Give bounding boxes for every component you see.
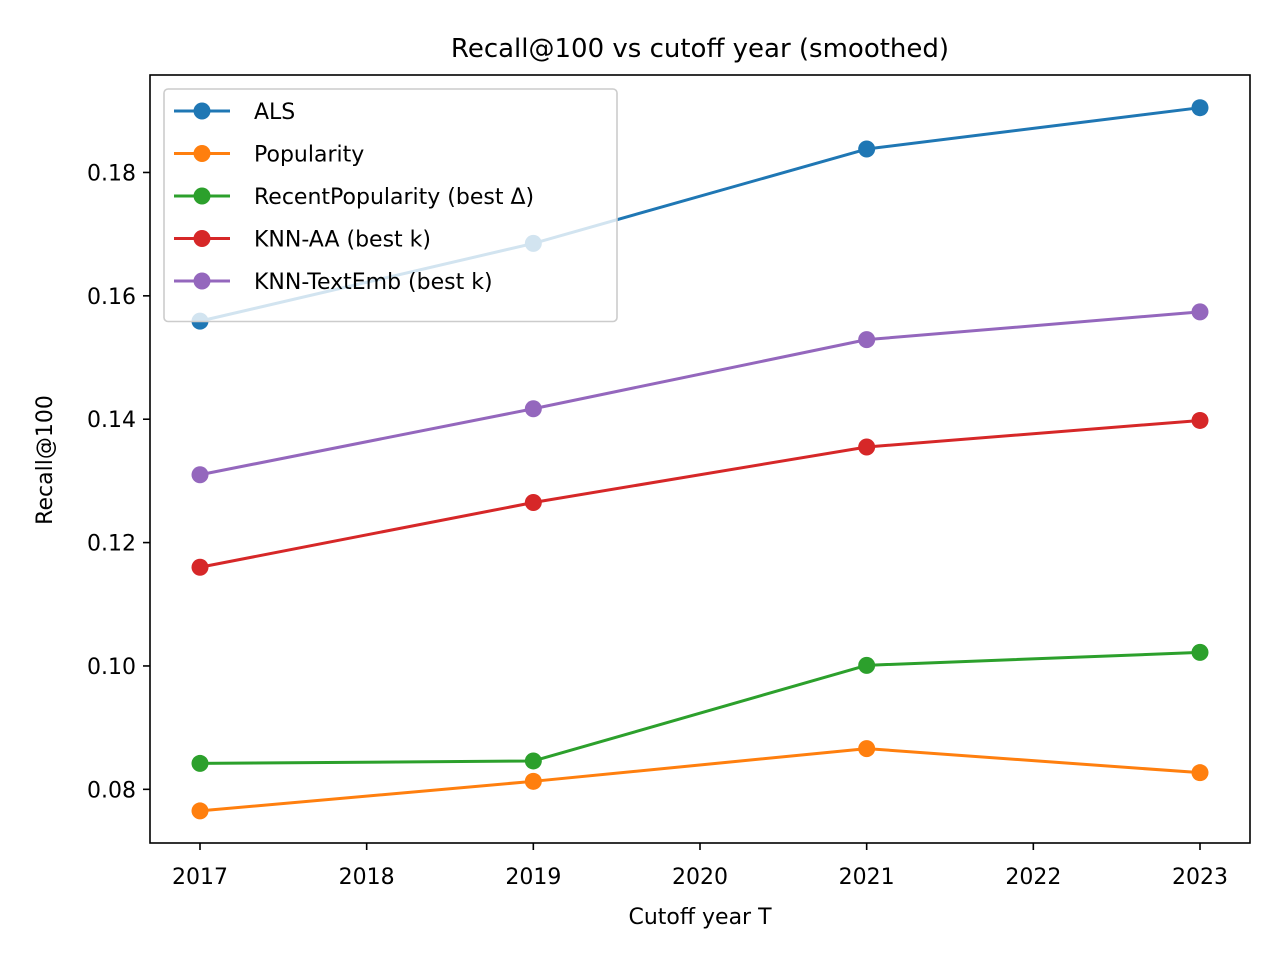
data-point <box>524 752 542 770</box>
data-point <box>524 493 542 511</box>
x-tick-label: 2020 <box>672 865 728 890</box>
x-tick-label: 2018 <box>339 865 395 890</box>
y-tick-label: 0.14 <box>87 408 136 433</box>
data-point <box>1191 303 1209 321</box>
chart-title: Recall@100 vs cutoff year (smoothed) <box>451 34 949 64</box>
data-point <box>1191 764 1209 782</box>
legend-marker <box>193 272 211 290</box>
legend-label: RecentPopularity (best Δ) <box>254 185 534 210</box>
legend-marker <box>193 230 211 247</box>
data-point <box>191 558 209 576</box>
y-tick-label: 0.10 <box>87 655 136 680</box>
legend-label: Popularity <box>254 143 364 168</box>
data-point <box>858 331 876 349</box>
data-point <box>1191 643 1209 661</box>
y-tick-label: 0.12 <box>87 532 136 557</box>
legend-label: ALS <box>254 100 295 125</box>
data-point <box>191 754 209 772</box>
y-tick-label: 0.18 <box>87 161 136 186</box>
data-point <box>1191 99 1209 117</box>
data-point <box>524 772 542 790</box>
series-line-4 <box>199 310 1201 477</box>
series-line-3 <box>199 418 1201 569</box>
legend-box <box>163 88 618 323</box>
x-tick-label: 2021 <box>839 865 895 890</box>
data-point <box>858 656 876 674</box>
data-point <box>858 140 876 158</box>
x-tick-label: 2017 <box>172 865 228 890</box>
legend-label: KNN-AA (best k) <box>254 228 431 253</box>
data-point <box>858 438 876 456</box>
data-point <box>191 802 209 820</box>
x-tick-label: 2022 <box>1005 865 1061 890</box>
x-tick-label: 2019 <box>505 865 561 890</box>
legend-marker <box>193 102 211 120</box>
legend-marker <box>193 187 211 205</box>
axes-frame <box>149 74 1251 844</box>
legend: ALS Popularity RecentPopularity (best Δ) KN… <box>163 88 618 323</box>
data-point <box>858 740 876 758</box>
data-point <box>191 466 209 484</box>
data-point <box>524 400 542 418</box>
y-axis-label: Recall@100 <box>33 395 58 525</box>
x-tick-label: 2023 <box>1172 865 1228 890</box>
series-line-1 <box>199 747 1201 813</box>
series-line-2 <box>199 650 1201 765</box>
y-tick-label: 0.08 <box>87 778 136 803</box>
legend-marker <box>193 145 211 162</box>
x-axis-label: Cutoff year T <box>628 905 772 930</box>
y-tick-label: 0.16 <box>87 285 136 310</box>
plot-area: 2017 2018 2019 2020 2021 2022 2023 0.08 0.10 0.12… <box>87 74 1251 890</box>
data-point <box>1191 411 1209 429</box>
legend-label: KNN-TextEmb (best k) <box>254 270 493 295</box>
